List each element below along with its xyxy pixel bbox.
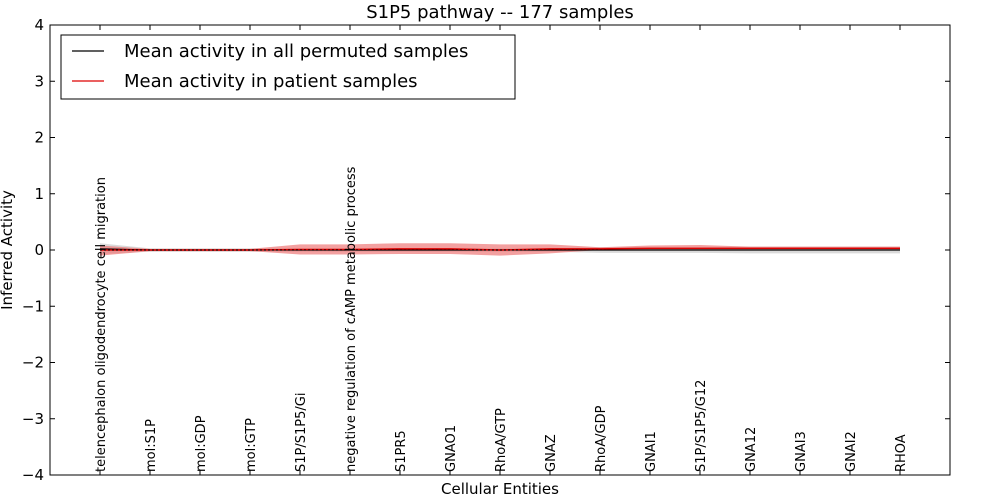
entity-label: mol:S1P xyxy=(144,419,159,472)
legend: Mean activity in all permuted samples Me… xyxy=(60,34,516,100)
plot-frame xyxy=(49,24,951,476)
entity-label: S1P/S1P5/G12 xyxy=(694,380,709,472)
y-tick-label: 2 xyxy=(34,129,44,147)
entity-label: negative regulation of cAMP metabolic pr… xyxy=(344,166,359,472)
entity-label: GNAO1 xyxy=(444,425,459,472)
y-tick-label: 1 xyxy=(34,185,44,203)
entity-label: telencephalon oligodendrocyte cell migra… xyxy=(94,177,109,472)
entity-label: GNAI1 xyxy=(644,431,659,472)
chart-title: S1P5 pathway -- 177 samples xyxy=(366,2,634,23)
entity-label: GNA12 xyxy=(744,427,759,472)
entity-label: RhoA/GTP xyxy=(494,408,509,472)
entity-label: RHOA xyxy=(894,434,909,472)
legend-frame xyxy=(60,34,516,100)
entity-label: mol:GDP xyxy=(194,415,209,472)
x-axis-label: Cellular Entities xyxy=(441,480,559,498)
y-tick-label: −4 xyxy=(22,466,44,484)
y-tick-label: 4 xyxy=(34,16,44,34)
y-tick-label: 0 xyxy=(34,241,44,259)
y-axis-label: Inferred Activity xyxy=(0,190,16,310)
entity-label: mol:GTP xyxy=(244,418,259,472)
entity-label: S1PR5 xyxy=(394,430,409,472)
entity-label: GNAI3 xyxy=(794,431,809,472)
legend-label-patient: Mean activity in patient samples xyxy=(124,71,418,92)
y-tick-label: 3 xyxy=(34,72,44,90)
entity-label: GNAI2 xyxy=(844,431,859,472)
entity-label: S1P/S1P5/Gi xyxy=(294,393,309,472)
series-lines xyxy=(99,247,900,251)
entity-label: GNAZ xyxy=(544,434,559,472)
y-tick-label: −3 xyxy=(22,410,44,428)
entity-labels: telencephalon oligodendrocyte cell migra… xyxy=(94,25,909,475)
legend-label-permuted: Mean activity in all permuted samples xyxy=(124,41,468,62)
y-axis-ticks: −4 −3 −2 −1 0 1 2 3 4 xyxy=(22,16,950,484)
y-tick-label: −1 xyxy=(22,297,44,315)
y-tick-label: −2 xyxy=(22,354,44,372)
entity-label: RhoA/GDP xyxy=(594,405,609,472)
